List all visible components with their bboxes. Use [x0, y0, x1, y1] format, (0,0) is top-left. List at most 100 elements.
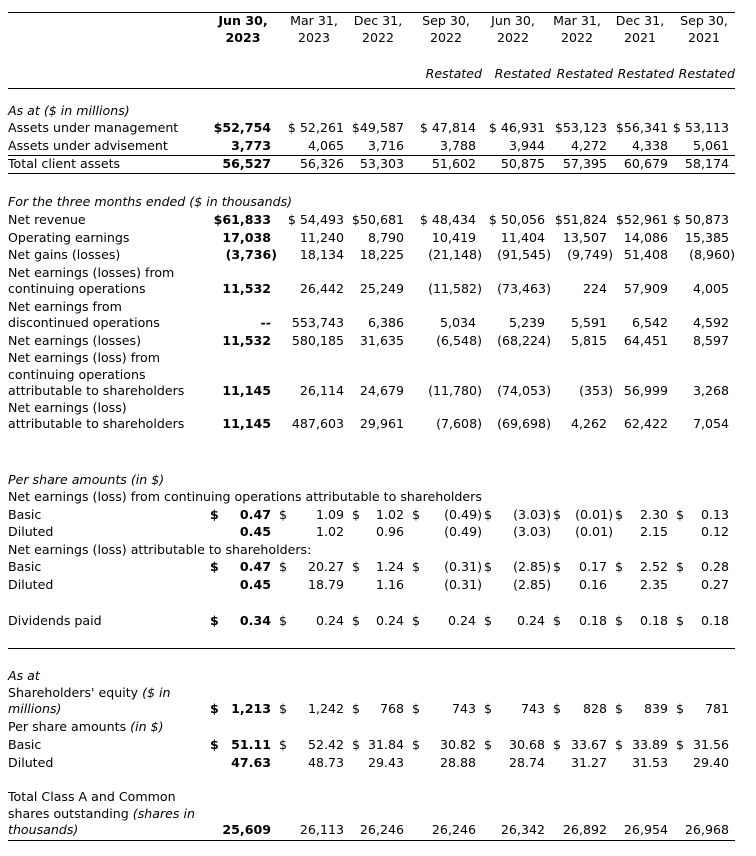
cell-value: (21,148)	[428, 247, 482, 262]
cell-value: $ 52,261	[287, 120, 344, 135]
table-cell: $0.28	[676, 559, 735, 575]
cell-value: 51,602	[431, 156, 476, 171]
cell-value: 4,592	[692, 315, 729, 330]
table-cell: 18.79	[279, 577, 350, 593]
table-cell: 29.40	[676, 755, 735, 771]
column-year: 2023	[297, 30, 331, 45]
cell-value: 60,679	[623, 156, 668, 171]
row-label: As at ($ in millions)	[8, 103, 130, 119]
cell-value: 26,246	[359, 822, 404, 837]
cell-value: 828	[582, 701, 607, 716]
table-cell: 50,875	[484, 156, 551, 172]
label-text: Assets under advisement	[8, 138, 168, 153]
table-cell: $0.24	[484, 613, 551, 629]
cell-value: 0.27	[700, 577, 729, 592]
row-label: Diluted	[8, 577, 53, 593]
table-cell: 5,239	[484, 315, 551, 331]
label-italic-text: As at	[8, 668, 40, 683]
table-cell: $20.27	[279, 559, 350, 575]
cell-value: 17,038	[222, 230, 271, 245]
dollar-sign: $	[615, 559, 624, 574]
table-cell: $828	[553, 701, 613, 717]
table-cell: (91,545)	[484, 247, 551, 263]
dollar-sign: $	[412, 613, 421, 628]
dollar-sign: $	[210, 701, 219, 716]
table-cell: $2.52	[615, 559, 674, 575]
cell-value: 26,892	[562, 822, 607, 837]
cell-value: (2.85)	[513, 577, 551, 592]
cell-value: 11,145	[222, 383, 271, 398]
table-cell: $743	[412, 701, 482, 717]
cell-value: 781	[704, 701, 729, 716]
table-cell: 14,086	[615, 230, 674, 246]
dollar-sign: $	[615, 701, 624, 716]
cell-value: 743	[451, 701, 476, 716]
table-cell: $0.18	[615, 613, 674, 629]
divider-line	[8, 840, 735, 841]
cell-value: 0.34	[239, 613, 271, 628]
label-text: Total Class A and Common	[8, 789, 176, 804]
cell-value: 11,532	[222, 281, 271, 296]
table-cell: 56,999	[615, 383, 674, 399]
table-cell: 4,262	[553, 416, 613, 432]
table-cell: 11,145	[210, 416, 277, 432]
column-date: Jun 30,	[218, 13, 268, 28]
dollar-sign: $	[412, 559, 421, 574]
table-cell: $ 47,814	[412, 120, 482, 136]
table-cell: (6,548)	[412, 333, 482, 349]
row-label: Shareholders' equity ($ in	[8, 685, 171, 701]
divider-line	[8, 648, 735, 649]
cell-value: 14,086	[623, 230, 668, 245]
label-text: Net earnings (loss) from continuing oper…	[8, 489, 482, 504]
dollar-sign: $	[484, 613, 493, 628]
cell-value: 224	[582, 281, 607, 296]
cell-value: 743	[520, 701, 545, 716]
table-cell: $52,754	[210, 120, 277, 136]
row-label: Net earnings (loss) attributable to shar…	[8, 542, 311, 558]
label-text: Assets under management	[8, 120, 179, 135]
cell-value: 6,542	[631, 315, 668, 330]
label-text: Diluted	[8, 755, 54, 770]
cell-value: 0.13	[700, 507, 729, 522]
dollar-sign: $	[412, 701, 421, 716]
restated-text: Restated	[678, 66, 735, 81]
label-text: Net earnings from	[8, 298, 122, 314]
table-cell: (3.03)	[484, 524, 551, 540]
table-cell: 26,246	[352, 822, 410, 838]
cell-value: 26,968	[684, 822, 729, 837]
cell-value: 11,240	[299, 230, 344, 245]
cell-value: (0.31)	[444, 559, 482, 574]
table-cell: $52,961	[615, 212, 674, 228]
table-cell: 56,527	[210, 156, 277, 172]
cell-value: 51.11	[231, 737, 271, 752]
cell-value: (0.49)	[444, 507, 482, 522]
cell-value: 3,788	[439, 138, 476, 153]
cell-value: 3,268	[692, 383, 729, 398]
cell-value: 580,185	[291, 333, 344, 348]
cell-value: 58,174	[684, 156, 729, 171]
table-cell: 5,815	[553, 333, 613, 349]
table-cell: $51.11	[210, 737, 277, 753]
table-cell: 3,944	[484, 138, 551, 154]
divider-line	[8, 88, 735, 89]
restated-label: Restated	[614, 66, 674, 82]
cell-value: $50,681	[351, 212, 404, 227]
dollar-sign: $	[676, 559, 685, 574]
table-cell: 1.02	[279, 524, 350, 540]
dollar-sign: $	[210, 507, 219, 522]
table-cell: 13,507	[553, 230, 613, 246]
cell-value: --	[260, 315, 271, 330]
table-cell: 26,968	[676, 822, 735, 838]
table-cell: 224	[553, 281, 613, 297]
table-cell: 29,961	[352, 416, 410, 432]
table-cell: $0.18	[676, 613, 735, 629]
table-cell: 4,005	[676, 281, 735, 297]
cell-value: 64,451	[623, 333, 668, 348]
column-date: Dec 31,	[353, 13, 403, 28]
table-cell: $0.34	[210, 613, 277, 629]
row-label: millions)	[8, 701, 61, 717]
row-label: Net revenue	[8, 212, 86, 228]
table-cell: 1.16	[352, 577, 410, 593]
cell-value: 11,532	[222, 333, 271, 348]
cell-value: 4,272	[570, 138, 607, 153]
